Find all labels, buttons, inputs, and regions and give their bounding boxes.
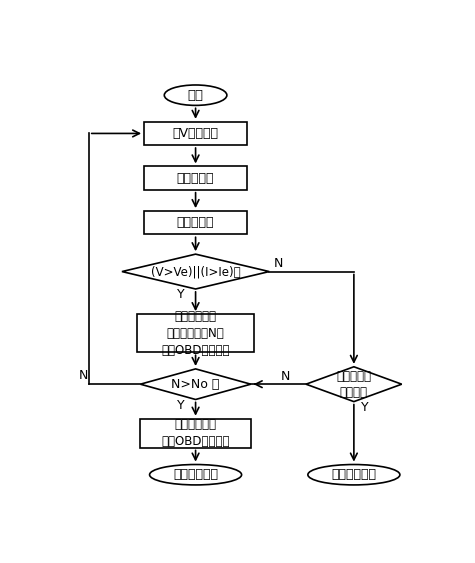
Ellipse shape [308, 464, 400, 485]
Polygon shape [122, 254, 269, 289]
Text: 温度故障诊断: 温度故障诊断 [332, 468, 376, 481]
Text: (V>Ve)||(I>Ie)？: (V>Ve)||(I>Ie)？ [151, 265, 240, 278]
Text: N>No ？: N>No ？ [171, 378, 220, 391]
Text: N: N [281, 370, 290, 383]
Ellipse shape [150, 464, 242, 485]
Text: N: N [79, 369, 88, 382]
Bar [137, 314, 255, 352]
Bar [144, 211, 247, 234]
Text: 主回路闭合: 主回路闭合 [177, 216, 214, 229]
Text: 驱动模块功
能正常？: 驱动模块功 能正常？ [336, 370, 371, 399]
Text: Y: Y [361, 401, 369, 414]
Text: 开始: 开始 [188, 89, 204, 102]
Bar [144, 122, 247, 145]
Text: Y: Y [177, 288, 185, 301]
Polygon shape [141, 369, 251, 400]
Bar [144, 167, 247, 190]
Bar [141, 419, 251, 448]
Polygon shape [306, 367, 402, 401]
Text: 断开主回路，
记录故障次数N，
发送OBD故障代码: 断开主回路， 记录故障次数N， 发送OBD故障代码 [162, 310, 230, 357]
Text: N: N [274, 257, 283, 270]
Text: 上电预充电: 上电预充电 [177, 172, 214, 185]
Text: Y: Y [177, 399, 185, 412]
Text: 对V循环检测: 对V循环检测 [172, 127, 218, 140]
Ellipse shape [164, 85, 227, 105]
Text: 断开主回路，
发送OBD故障代码: 断开主回路， 发送OBD故障代码 [162, 418, 230, 448]
Text: 单次循环结束: 单次循环结束 [173, 468, 218, 481]
